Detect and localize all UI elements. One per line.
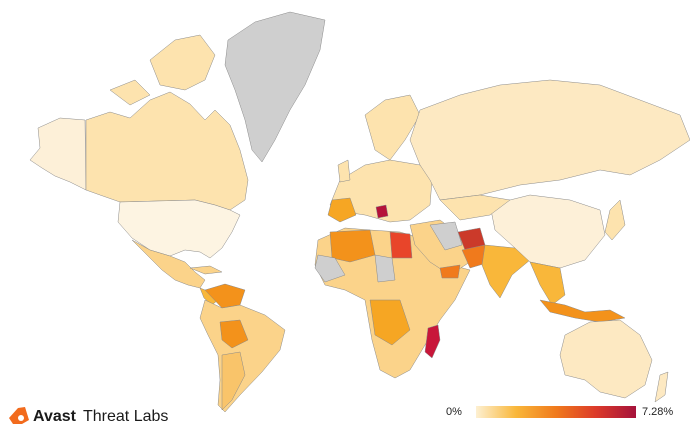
iran — [429, 221, 463, 251]
canada — [85, 91, 249, 211]
alaska — [29, 117, 87, 191]
scandinavia — [364, 94, 421, 161]
south-america — [199, 299, 286, 413]
usa — [117, 199, 241, 259]
legend: 0% 7.28% — [446, 406, 673, 418]
arctic-islands — [109, 34, 216, 106]
indonesia — [539, 299, 626, 323]
yemen — [439, 264, 461, 279]
central-africa — [369, 299, 411, 346]
brand-icon-dot — [18, 415, 24, 421]
legend-gradient — [476, 406, 636, 418]
countries — [29, 11, 690, 413]
madagascar — [424, 324, 441, 359]
new-zealand — [654, 371, 669, 403]
brand-icon — [9, 407, 29, 424]
australia — [559, 319, 653, 399]
caribbean — [189, 265, 223, 275]
china — [489, 194, 606, 269]
venezuela — [204, 283, 246, 309]
russia — [409, 79, 690, 201]
brand-name: Avast — [33, 408, 77, 425]
brand: Avast Threat Labs — [9, 407, 168, 425]
kazakhstan — [439, 194, 511, 221]
greenland — [224, 11, 326, 163]
legend-min-label: 0% — [446, 406, 462, 418]
argentina — [221, 351, 246, 411]
egypt — [389, 231, 413, 259]
brand-product: Threat Labs — [83, 408, 168, 425]
north-africa — [329, 229, 376, 263]
france-spain — [327, 197, 357, 223]
uk — [337, 159, 351, 183]
mexico — [131, 239, 206, 289]
se-asia — [529, 261, 566, 306]
bolivia — [219, 319, 249, 349]
japan — [604, 199, 626, 241]
sahel — [314, 254, 396, 283]
legend-max-label: 7.28% — [642, 406, 673, 418]
balkans — [375, 204, 389, 219]
